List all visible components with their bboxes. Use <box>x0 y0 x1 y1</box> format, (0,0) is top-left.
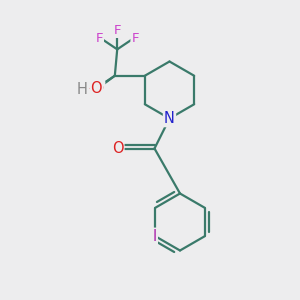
Text: O: O <box>90 81 102 96</box>
Text: I: I <box>153 229 157 244</box>
Text: F: F <box>95 32 103 45</box>
Text: N: N <box>164 111 175 126</box>
Text: F: F <box>113 24 121 37</box>
Text: H: H <box>77 82 88 97</box>
Text: N: N <box>164 111 175 126</box>
Text: O: O <box>112 141 123 156</box>
Text: H–O: H–O <box>77 82 104 95</box>
Text: F: F <box>131 32 139 45</box>
